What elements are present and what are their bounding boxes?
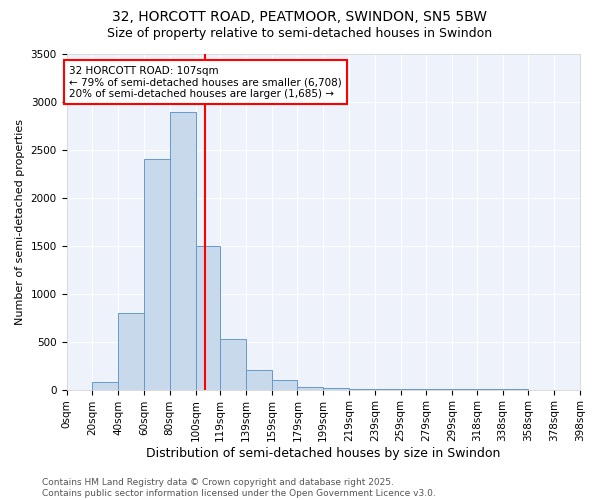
Text: Contains HM Land Registry data © Crown copyright and database right 2025.
Contai: Contains HM Land Registry data © Crown c…: [42, 478, 436, 498]
Bar: [349, 388, 375, 390]
Bar: [220, 340, 246, 390]
Bar: [92, 382, 118, 390]
Bar: [196, 246, 220, 390]
Bar: [246, 370, 272, 390]
Bar: [272, 380, 298, 390]
Text: Size of property relative to semi-detached houses in Swindon: Size of property relative to semi-detach…: [107, 28, 493, 40]
Bar: [118, 313, 144, 390]
Bar: [323, 388, 349, 390]
X-axis label: Distribution of semi-detached houses by size in Swindon: Distribution of semi-detached houses by …: [146, 447, 500, 460]
Text: 32, HORCOTT ROAD, PEATMOOR, SWINDON, SN5 5BW: 32, HORCOTT ROAD, PEATMOOR, SWINDON, SN5…: [113, 10, 487, 24]
Text: 32 HORCOTT ROAD: 107sqm
← 79% of semi-detached houses are smaller (6,708)
20% of: 32 HORCOTT ROAD: 107sqm ← 79% of semi-de…: [69, 66, 342, 98]
Bar: [298, 386, 323, 390]
Bar: [144, 160, 170, 390]
Y-axis label: Number of semi-detached properties: Number of semi-detached properties: [15, 119, 25, 325]
Bar: [170, 112, 196, 390]
